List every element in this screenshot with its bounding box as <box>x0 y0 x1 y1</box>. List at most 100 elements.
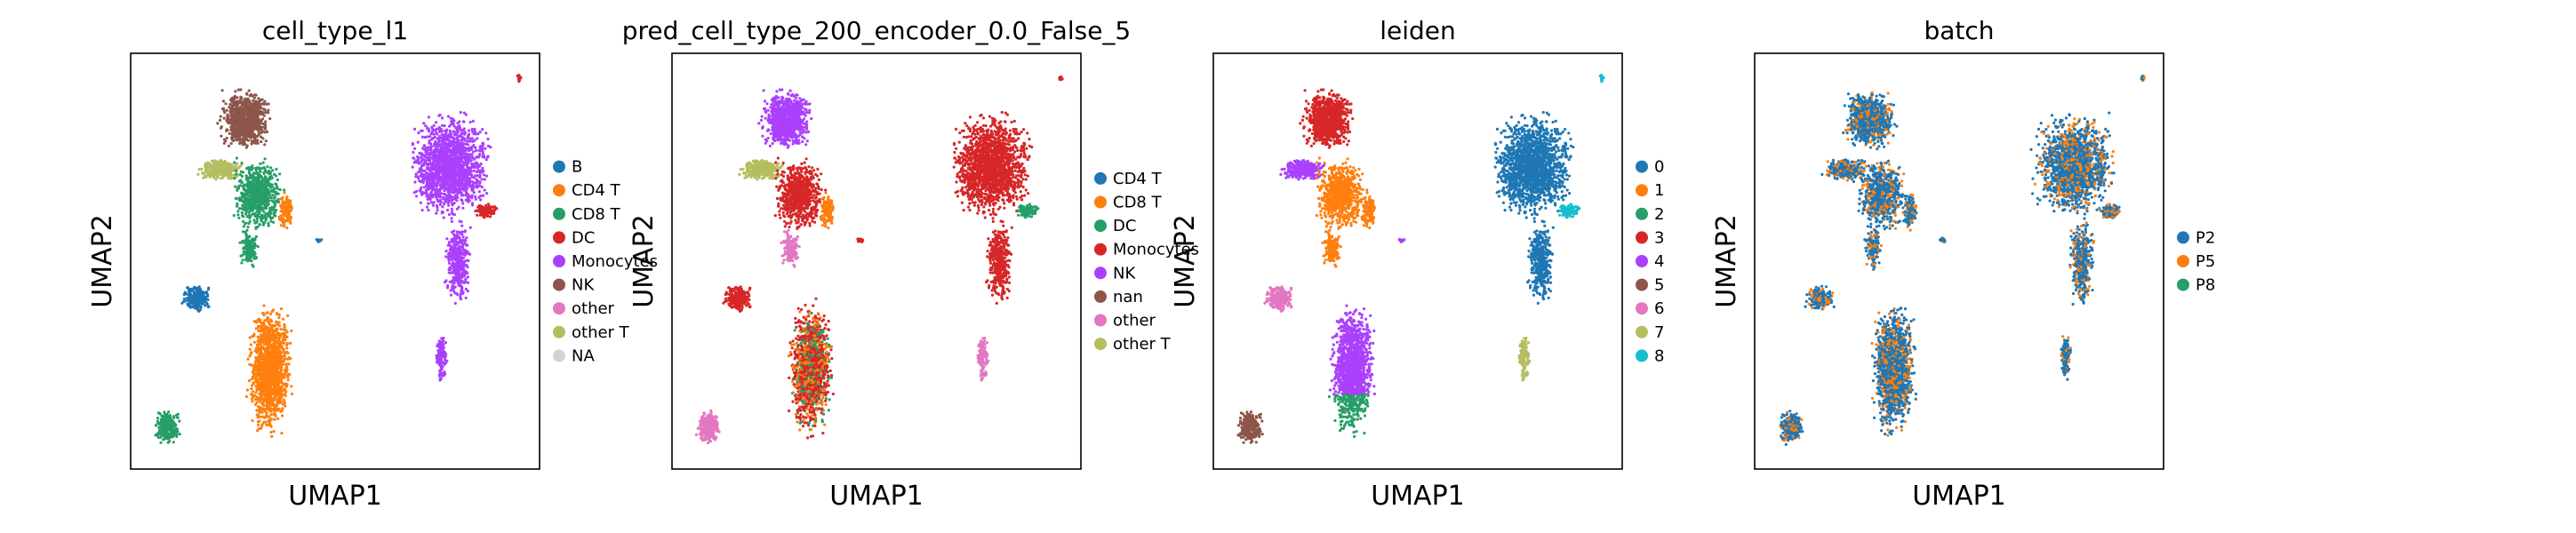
cell-point <box>484 131 488 135</box>
cell-point <box>478 146 482 149</box>
cell-point <box>229 141 233 146</box>
cell-point <box>414 195 419 198</box>
cell-point <box>238 129 242 132</box>
cell-point <box>460 194 464 197</box>
cell-point <box>453 181 458 185</box>
cell-point <box>412 127 417 131</box>
cell-point <box>446 115 451 118</box>
cell-point <box>285 195 289 199</box>
cell-point <box>273 211 276 215</box>
cell-point <box>261 223 265 227</box>
cell-point <box>460 276 463 280</box>
cell-point <box>417 176 420 180</box>
cell-point <box>435 121 438 124</box>
cell-point <box>440 142 444 146</box>
cell-point <box>228 171 232 175</box>
cell-point <box>460 230 464 234</box>
cell-point <box>263 180 268 184</box>
cell-point <box>474 146 477 149</box>
cell-point <box>449 254 452 258</box>
cell-point <box>192 298 196 303</box>
cell-point <box>188 299 191 303</box>
cell-point <box>436 160 440 163</box>
cell-point <box>464 287 468 290</box>
cell-point <box>476 179 479 183</box>
cell-point <box>461 146 465 149</box>
cell-point <box>258 223 261 227</box>
cell-point <box>240 191 244 195</box>
cell-point <box>462 261 466 265</box>
cell-point <box>264 196 268 200</box>
cell-point <box>447 243 451 247</box>
cell-point <box>485 192 489 195</box>
cell-point <box>241 241 244 244</box>
cell-point <box>449 293 453 297</box>
cell-point <box>452 146 455 150</box>
cell-point <box>441 173 444 177</box>
cell-point <box>285 208 290 212</box>
cell-point <box>466 275 470 279</box>
cell-point <box>251 94 254 98</box>
cell-point <box>439 377 443 380</box>
cell-point <box>453 285 457 289</box>
cell-point <box>473 181 476 185</box>
cell-point <box>225 170 228 173</box>
cell-point <box>491 211 495 215</box>
cell-point <box>433 176 436 179</box>
cell-point <box>244 258 248 261</box>
cell-point <box>236 96 239 99</box>
cell-point <box>197 291 201 295</box>
cell-point <box>254 187 258 191</box>
cell-point <box>481 148 484 152</box>
cell-point <box>267 203 270 207</box>
cell-point <box>225 173 228 177</box>
cell-point <box>439 364 443 368</box>
cell-point <box>289 209 293 212</box>
cell-point <box>443 350 446 354</box>
cell-point <box>250 139 253 143</box>
cell-point <box>198 299 202 303</box>
cell-point <box>470 127 474 131</box>
cell-point <box>482 194 485 197</box>
cell-point <box>411 165 414 169</box>
cell-point <box>465 164 469 168</box>
cell-point <box>259 204 262 208</box>
cell-point <box>412 150 415 155</box>
cell-point <box>258 187 261 191</box>
cell-point <box>416 140 420 144</box>
cell-point <box>248 94 252 98</box>
cell-point <box>199 305 203 308</box>
cell-point <box>450 258 454 262</box>
cell-point <box>251 128 254 131</box>
cell-point <box>460 251 464 254</box>
cell-point <box>224 102 228 106</box>
cell-point <box>195 288 198 291</box>
cell-point <box>241 107 244 110</box>
cell-point <box>262 195 266 198</box>
cell-point <box>465 236 468 240</box>
cell-point <box>451 120 454 123</box>
cell-point <box>204 163 207 167</box>
cell-point <box>243 114 246 117</box>
cell-point <box>246 225 250 229</box>
cell-point <box>247 114 251 117</box>
cell-point <box>212 172 216 176</box>
cell-point <box>468 158 472 162</box>
cell-point <box>252 205 256 209</box>
cell-point <box>225 136 228 140</box>
cell-point <box>242 247 245 251</box>
cell-point <box>441 138 444 141</box>
cell-point <box>275 174 278 178</box>
cell-point <box>236 210 240 213</box>
cell-point <box>466 171 469 175</box>
cell-point <box>265 130 269 133</box>
cell-point <box>440 187 444 190</box>
cell-point <box>425 150 429 154</box>
cell-point <box>480 185 484 189</box>
cell-point <box>431 155 435 158</box>
cell-point <box>430 163 434 167</box>
cell-point <box>260 193 263 197</box>
cell-point <box>452 158 456 162</box>
cell-point <box>243 123 247 126</box>
cell-point <box>212 176 215 179</box>
